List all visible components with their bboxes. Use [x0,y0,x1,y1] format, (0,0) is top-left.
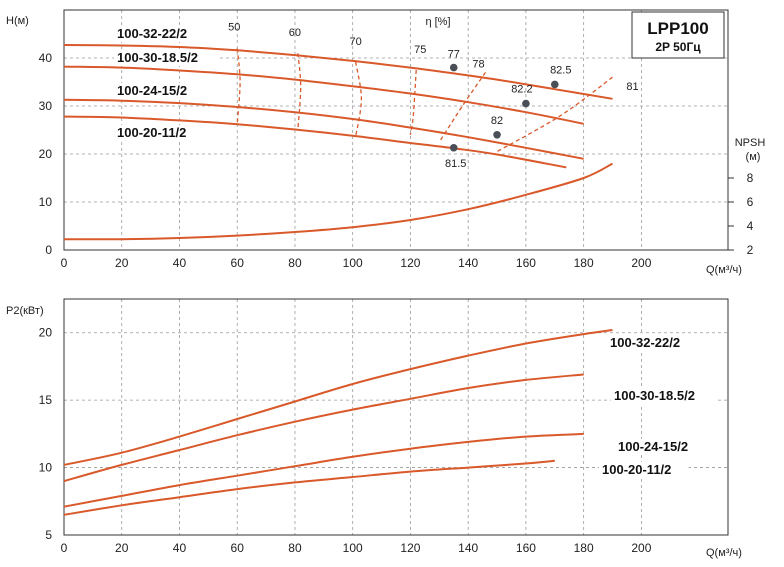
head-curve [63,44,613,100]
series-label: 100-24-15/2 [117,83,187,98]
efficiency-curve-label: 81 [626,81,638,93]
chart-subtitle: 2P 50Гц [655,40,701,54]
head-curve [63,115,567,169]
efficiency-point-label: 82.2 [511,84,532,96]
x-tick-label: 40 [173,256,187,270]
y-tick-label: 10 [39,461,53,475]
efficiency-point [449,63,458,72]
power-curve [63,459,555,516]
series-label-bg [607,335,697,351]
efficiency-curve [496,76,613,153]
x-tick-label: 160 [516,541,536,555]
y-tick-label: 0 [45,243,52,257]
efficiency-curve [409,69,417,135]
series-label-bg [114,83,204,99]
series-label-bg [611,388,716,404]
x-axis-label: Q(м³/ч) [706,264,742,276]
y2-tick-label: 4 [747,219,754,233]
efficiency-curve-label: 75 [414,44,426,56]
series-label-bg [114,26,204,42]
efficiency-curve [438,72,487,143]
efficiency-curve-label: 78 [472,58,484,70]
series-label-bg [615,439,705,455]
x-tick-label: 80 [288,256,302,270]
y2-tick-label: 2 [747,243,754,257]
title-box: LPP100 2P 50Гц [631,11,725,59]
y-axis-label: H(м) [6,15,29,27]
x-tick-label: 0 [61,541,68,555]
x-tick-label: 20 [115,256,129,270]
power-curve [63,432,584,508]
efficiency-point [449,143,458,152]
efficiency-point-label: 82 [491,115,503,127]
series-label: 100-30-18.5/2 [614,388,695,403]
efficiency-curve [297,53,302,131]
series-label-bg [114,125,204,141]
x-tick-label: 180 [574,256,594,270]
x-tick-label: 100 [343,256,363,270]
x-tick-label: 20 [115,541,129,555]
x-tick-label: 140 [458,256,478,270]
series-label-bg [599,462,689,478]
efficiency-point [493,131,501,139]
npsh-axis-unit: (м) [746,151,761,163]
plot-frame [63,9,729,251]
x-tick-label: 60 [231,541,245,555]
chart-title: LPP100 [647,19,708,38]
x-tick-label: 200 [631,256,651,270]
efficiency-curve-label: 50 [228,21,240,33]
efficiency-curve-label: 70 [349,36,361,48]
y-axis-label: P2(кВт) [6,305,44,317]
npsh-curve [63,162,613,241]
y-tick-label: 15 [39,393,53,407]
x-tick-label: 120 [400,541,420,555]
x-axis-label: Q(м³/ч) [706,547,742,559]
efficiency-point-label: 82.5 [550,64,571,76]
efficiency-curve [236,48,241,125]
power-curve [63,329,613,466]
series-label: 100-24-15/2 [618,439,688,454]
y-tick-label: 20 [39,147,53,161]
efficiency-point [550,80,559,89]
x-tick-label: 160 [516,256,536,270]
efficiency-curve-label: 60 [289,27,301,39]
head-curve [63,98,584,160]
x-tick-label: 140 [458,541,478,555]
y-tick-label: 10 [39,195,53,209]
x-tick-label: 100 [343,541,363,555]
power-curve [63,373,584,483]
x-tick-label: 40 [173,541,187,555]
x-tick-label: 200 [631,541,651,555]
title-frame [631,11,725,59]
series-label: 100-32-22/2 [117,26,187,41]
series-label-bg [114,50,219,66]
efficiency-curve [354,61,363,138]
y-tick-label: 30 [39,99,53,113]
y-tick-label: 5 [45,528,52,542]
efficiency-label: η [%] [425,16,450,28]
plot-frame [63,298,729,536]
efficiency-point [522,99,530,108]
head-curve [63,65,584,125]
x-tick-label: 80 [288,541,302,555]
efficiency-point-label: 81.5 [445,158,466,170]
npsh-axis-label: NPSH [735,137,766,149]
x-tick-label: 120 [400,256,420,270]
power-capacity-chart: 0 20 40 60 80 100 120 140 160 180 200 5 10 15 20 P2(кВт… [6,298,742,559]
series-label: 100-32-22/2 [610,335,680,350]
series-label: 100-30-18.5/2 [117,50,198,65]
series-label: 100-20-11/2 [602,462,671,477]
y-tick-label: 40 [39,51,53,65]
y2-tick-label: 8 [747,171,754,185]
y-tick-label: 20 [39,326,53,340]
x-tick-label: 180 [574,541,594,555]
efficiency-point-label: 77 [448,49,460,61]
head-capacity-chart: 0 20 40 60 80 100 120 140 160 180 200 0 10 20 30 40 2 4 6 8… [6,9,766,276]
x-tick-label: 60 [231,256,245,270]
x-tick-label: 0 [61,256,68,270]
series-label: 100-20-11/2 [117,125,186,140]
y2-tick-label: 6 [747,195,754,209]
